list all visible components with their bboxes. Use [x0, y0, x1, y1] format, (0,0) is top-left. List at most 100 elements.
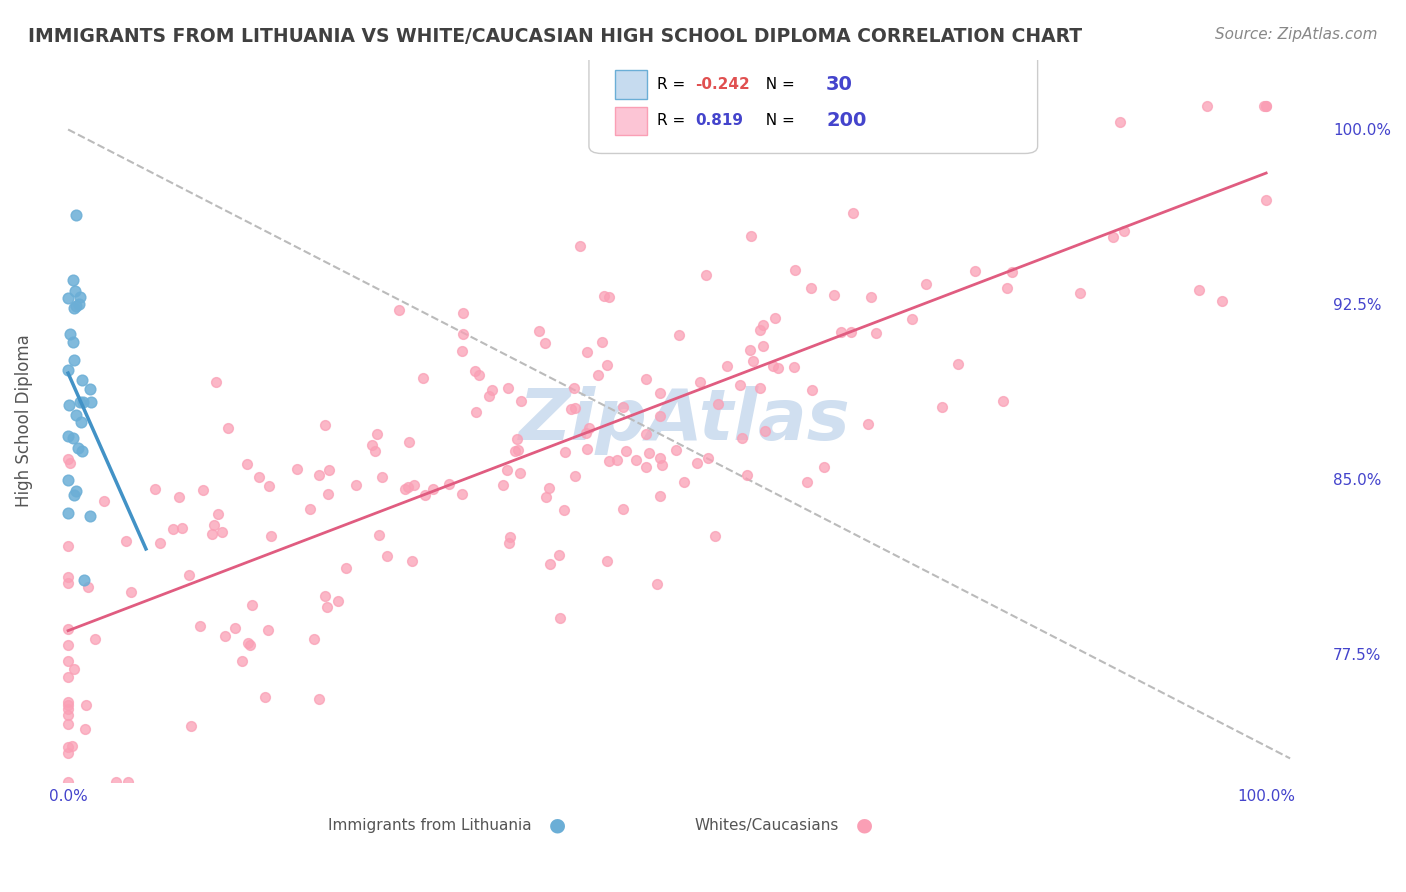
Point [451, 487, 474, 501]
Point [576, 442, 599, 456]
Point [638, 446, 661, 460]
Point [162, 523, 184, 537]
Point [375, 549, 398, 564]
Point [740, 229, 762, 244]
Point [247, 470, 270, 484]
Point [257, 623, 280, 637]
Point [1188, 283, 1211, 297]
Point [56, 774, 79, 789]
Point [451, 306, 474, 320]
Point [564, 469, 586, 483]
Point [762, 359, 785, 374]
Point [686, 456, 709, 470]
Point [56, 452, 79, 467]
Point [62, 431, 84, 445]
Point [499, 530, 522, 544]
Point [651, 458, 673, 472]
Point [254, 690, 277, 705]
Y-axis label: High School Diploma: High School Diploma [15, 334, 32, 507]
Point [508, 442, 530, 457]
Point [946, 357, 969, 371]
Point [1195, 99, 1218, 113]
Point [626, 453, 648, 467]
Point [464, 405, 486, 419]
Point [58, 456, 80, 470]
Point [56, 746, 79, 760]
Point [69, 290, 91, 304]
Point [201, 527, 224, 541]
Point [56, 363, 79, 377]
Point [437, 477, 460, 491]
Point [716, 359, 738, 373]
Point [236, 636, 259, 650]
Point [586, 368, 609, 383]
Point [598, 453, 620, 467]
Point [464, 363, 486, 377]
Point [368, 528, 391, 542]
Point [823, 288, 845, 302]
Point [548, 549, 571, 563]
Point [79, 383, 101, 397]
Point [62, 488, 84, 502]
Point [93, 494, 115, 508]
Point [231, 654, 253, 668]
Point [188, 618, 211, 632]
Point [564, 401, 586, 416]
Point [592, 289, 614, 303]
Text: Source: ZipAtlas.com: Source: ZipAtlas.com [1215, 27, 1378, 42]
Point [1001, 265, 1024, 279]
FancyBboxPatch shape [614, 106, 647, 136]
Point [575, 345, 598, 359]
Point [207, 507, 229, 521]
Text: Whites/Caucasians: Whites/Caucasians [695, 817, 839, 832]
Point [648, 450, 671, 465]
Point [115, 534, 138, 549]
Point [963, 264, 986, 278]
Point [972, 139, 994, 153]
Point [56, 638, 79, 652]
Point [318, 463, 340, 477]
Point [211, 525, 233, 540]
Point [335, 561, 357, 575]
Point [503, 444, 526, 458]
Point [481, 383, 503, 397]
Point [314, 589, 336, 603]
Point [422, 482, 444, 496]
Point [308, 468, 330, 483]
Point [398, 434, 420, 449]
Point [149, 536, 172, 550]
Point [67, 442, 90, 456]
Point [79, 508, 101, 523]
Text: ZipAtlas: ZipAtlas [519, 386, 851, 455]
Point [1256, 99, 1278, 113]
Point [56, 291, 79, 305]
Text: R =: R = [657, 113, 690, 128]
Point [402, 477, 425, 491]
Point [496, 463, 519, 477]
Point [783, 359, 806, 374]
Point [117, 774, 139, 789]
Point [56, 740, 79, 755]
Point [58, 397, 80, 411]
Point [388, 302, 411, 317]
Point [695, 268, 717, 283]
Point [569, 239, 592, 253]
Point [636, 460, 658, 475]
Point [105, 774, 128, 789]
Text: ●: ● [548, 815, 565, 835]
Point [534, 336, 557, 351]
Point [65, 409, 87, 423]
Point [84, 632, 107, 646]
Point [591, 334, 613, 349]
Point [56, 670, 79, 684]
Point [308, 692, 330, 706]
Point [578, 421, 600, 435]
Point [287, 461, 309, 475]
Point [73, 573, 96, 587]
Point [260, 529, 283, 543]
Point [509, 393, 531, 408]
Point [62, 335, 84, 350]
Point [316, 487, 339, 501]
Point [645, 577, 668, 591]
Point [396, 479, 419, 493]
